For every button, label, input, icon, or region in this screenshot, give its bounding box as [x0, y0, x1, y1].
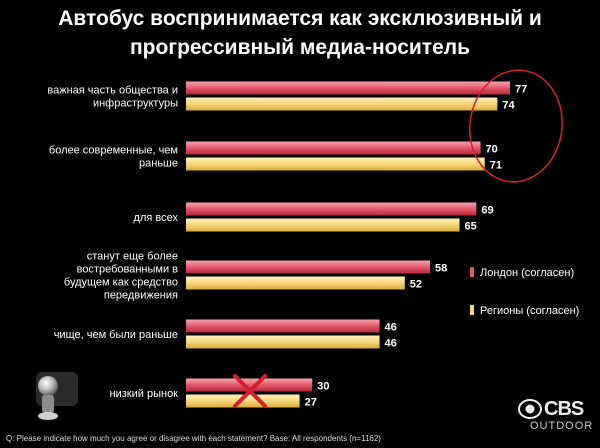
- logo-sub: OUTDOOR: [530, 420, 594, 432]
- bar-london-4: [186, 319, 380, 333]
- cbs-eye-icon: [518, 399, 542, 419]
- bar-regions-1: [186, 157, 485, 171]
- chart-title: Автобус воспринимается как эксклюзивный …: [0, 4, 600, 62]
- bar-regions-3: [186, 276, 405, 290]
- bar-regions-0: [186, 97, 498, 111]
- value-label-regions-1: 71: [490, 160, 502, 172]
- highlight-circle: [469, 69, 563, 183]
- bar-london-2: [186, 202, 477, 216]
- bar-regions-2: [186, 218, 460, 232]
- category-label-3-3: передвижения: [104, 290, 178, 302]
- category-label-3-2: будущем как средство: [64, 277, 178, 289]
- category-label-3-0: станут еще более: [87, 251, 178, 263]
- value-label-london-1: 70: [486, 144, 498, 156]
- category-label-3-1: востребованными в: [77, 264, 179, 276]
- legend-swatch-london: [470, 267, 474, 277]
- title-line-1: Автобус воспринимается как эксклюзивный …: [58, 7, 542, 30]
- bar-london-3: [186, 260, 431, 274]
- bar-regions-4: [186, 335, 380, 349]
- category-label-4-0: чище, чем были раньше: [54, 329, 178, 341]
- value-label-london-2: 69: [481, 205, 493, 217]
- category-label-1-0: более современные, чем: [49, 145, 178, 157]
- value-label-london-5: 30: [317, 381, 329, 393]
- cross-mark-stroke-2: [233, 374, 267, 408]
- bar-london-0: [186, 81, 510, 95]
- value-label-regions-0: 74: [502, 100, 515, 112]
- bar-london-1: [186, 141, 481, 155]
- value-label-regions-2: 65: [465, 221, 477, 233]
- category-label-2-0: для всех: [134, 212, 179, 224]
- category-label-0-1: инфраструктуры: [93, 98, 178, 110]
- value-label-regions-3: 52: [410, 279, 422, 291]
- value-label-regions-5: 27: [305, 397, 317, 409]
- value-label-london-4: 46: [385, 322, 397, 334]
- category-label-0-0: важная часть общества и: [47, 85, 178, 97]
- legend-label-london: Лондон (согласен): [480, 267, 574, 279]
- value-label-regions-4: 46: [385, 338, 397, 350]
- value-label-london-0: 77: [515, 84, 527, 96]
- footnote: Q: Please indicate how much you agree or…: [6, 434, 381, 443]
- legend-label-regions: Регионы (согласен): [480, 305, 579, 317]
- cbs-outdoor-logo: CBS OUTDOOR: [518, 398, 592, 434]
- category-label-1-1: раньше: [139, 158, 178, 170]
- logo-name: CBS: [544, 398, 584, 420]
- bar-london-5: [186, 378, 313, 392]
- category-label-5-0: низкий рынок: [110, 388, 179, 400]
- title-line-2: прогрессивный медиа-носитель: [129, 36, 471, 59]
- microphone-icon: [36, 372, 78, 420]
- legend-swatch-regions: [470, 305, 474, 315]
- value-label-london-3: 58: [435, 263, 447, 275]
